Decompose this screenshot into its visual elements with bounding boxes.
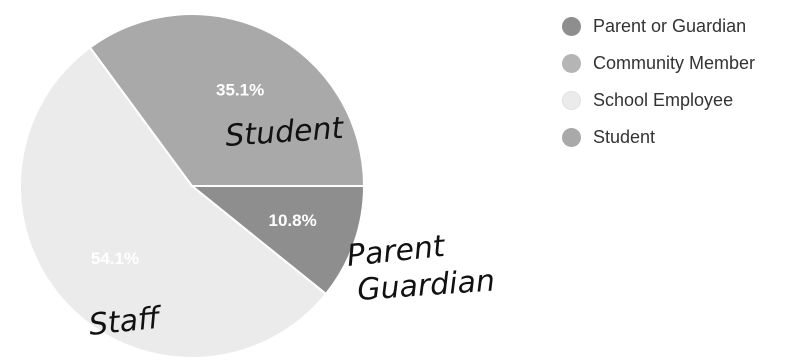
legend-label: School Employee [593,90,734,110]
legend-swatch [562,91,581,110]
legend-item[interactable]: School Employee [562,82,755,119]
legend-swatch [562,128,581,147]
legend-swatch [562,54,581,73]
handwritten-annotations: Student Parent Guardian Staff [87,111,496,343]
legend-label: Community Member [593,53,756,73]
slice-value-label: 35.1% [216,80,264,99]
legend-item[interactable]: Community Member [562,45,755,82]
legend-item[interactable]: Parent or Guardian [562,8,755,45]
slice-parent-or-guardian[interactable] [189,185,366,296]
annotation-student: Student [224,111,345,154]
slice-value-label: 54.1% [91,249,139,268]
pie-chart: 10.8% 54.1% 35.1% Student Parent Guardian … [19,13,496,359]
legend-item[interactable]: Student [562,119,755,156]
legend-swatch [562,17,581,36]
legend: Parent or Guardian Community Member Scho… [562,8,755,156]
annotation-staff: Staff [87,300,164,343]
slice-school-employee[interactable] [19,46,328,359]
pie-slices [19,13,366,359]
pie-value-labels: 10.8% 54.1% 35.1% [91,80,317,268]
legend-label: Student [593,127,656,147]
slice-value-label: 10.8% [268,211,316,230]
slice-student[interactable] [88,13,366,187]
legend-label: Parent or Guardian [593,16,747,36]
